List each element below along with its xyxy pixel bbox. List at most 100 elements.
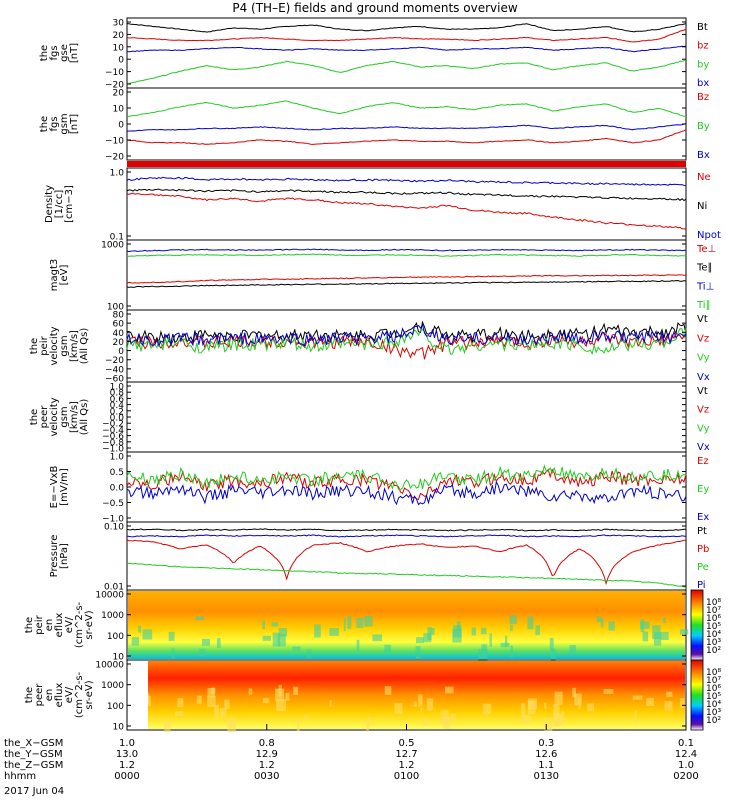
legend-label-By: By [697,121,710,132]
y-axis-label-line: eflux [54,613,65,638]
y-axis-label-line: fgs [49,45,60,60]
x-tick-label: 0130 [534,771,559,782]
x-tick-label: 12.4 [675,749,697,760]
legend-label-Ey: Ey [697,484,709,495]
y-axis-label-line: the [29,409,40,425]
y-tick-label: 0.4 [110,401,125,411]
x-tick-label: 13.0 [116,749,138,760]
y-tick-label: −0.8 [102,438,124,448]
legend-label-Vx: Vx [697,442,710,453]
x-tick-label: 0.5 [399,738,415,749]
y-tick-label: −40 [105,365,124,375]
panel-frame-peir_vel [126,309,687,383]
spectrogram-texture [632,695,643,700]
y-axis-label-line: velocity [49,326,60,365]
x-tick-label: 1.2 [119,760,135,771]
spectrogram-texture [587,703,595,712]
legend-label-Vz: Vz [697,405,709,416]
spectrogram-texture [520,703,526,717]
y-axis-label-line: peer [39,405,50,429]
x-row-label: the_Z−GSM [4,760,63,771]
y-tick-label: −20 [105,356,124,366]
spectrogram-texture [248,688,253,695]
spectrogram-texture [664,701,673,711]
colorbar-tick-label: 10² [706,646,721,656]
spectrogram-texture [356,639,360,651]
spectrogram-texture [440,710,449,724]
y-axis-label-line: sr-eV) [84,680,95,709]
data-gap [128,661,148,729]
spectrogram-texture [296,719,300,732]
spectrogram-texture [195,616,204,621]
spectrogram-texture [303,715,308,721]
x-tick-label: 1.0 [119,738,135,749]
series-line-pressure-Pb [126,539,687,586]
y-axis-label-peer_vel: the peer velocity gsm [km/s] (All Qs) [29,397,90,436]
y-tick-label: −20 [105,81,124,91]
y-axis-label-line: the [24,687,35,703]
panel-frame-peer_vel [126,381,687,453]
y-tick-label: 10 [113,43,125,53]
y-tick-label: −60 [105,375,124,385]
spectrogram-texture [679,629,689,635]
spectrogram-texture [278,628,288,637]
spectrogram-texture [175,711,184,717]
series-line-density-Ni [126,188,687,202]
colorbar-tick-label: 10⁸ [706,668,721,678]
spectrogram-texture [544,717,553,731]
y-axis-label-line: (All Qs) [79,328,90,365]
series-line-fgs_gsm-By [126,100,687,118]
legend-label-Bz: Bz [697,92,709,103]
colorbar-tick-label: 10² [706,716,721,726]
y-tick-label: −0.6 [102,432,124,442]
spectrogram-texture [164,718,171,733]
spectrogram-texture [384,686,392,696]
spectrogram-texture [138,625,142,633]
x-tick-label: 12.7 [395,749,417,760]
spectrogram-texture [306,649,312,659]
x-tick-label: 0.3 [538,738,554,749]
spectrogram-texture [364,615,373,627]
legend-label-bz: bz [697,41,709,52]
y-axis-label-line: the [39,116,50,132]
y-tick-label: −0.4 [102,426,124,436]
panel-frame-pressure [126,521,687,591]
spectrogram-texture [430,627,435,635]
y-axis-label-line: [1/cc] [54,190,65,219]
y-axis-label-efield: E=−VxB [mV/m] [49,466,70,509]
spectrogram-texture [634,710,637,724]
spectrogram-texture [572,687,576,698]
legend-label-Vt: Vt [697,386,708,397]
series-line-fgs_gse-by [126,59,687,85]
y-axis-label-magt3: magt3 [eV] [49,259,70,292]
spectrogram-texture [471,627,477,636]
y-axis-label-line: eV/ [64,686,75,703]
spectrogram-texture [452,628,462,643]
y-axis-label-line: en [44,619,55,632]
spectrogram-texture [285,693,290,701]
spectrogram-texture [510,645,513,658]
legend-label-Vt: Vt [697,314,708,325]
spectrogram-texture [293,686,299,695]
y-axis-label-line: eflux [54,683,65,708]
y-tick-label: 60 [113,320,125,330]
legend-label-Vx: Vx [697,372,710,383]
legend-label-Ne: Ne [697,172,711,183]
spectrogram-texture [384,644,392,653]
x-tick-label: 12.9 [256,749,278,760]
y-axis-label-line: gsm [59,335,70,356]
y-axis-label-density: Density [1/cc] [cm−3] [44,185,75,223]
spectrogram-texture [207,687,216,698]
x-tick-label: 0.8 [259,738,275,749]
y-axis-label-line: [eV] [59,265,70,286]
y-axis-label-line: gsm [59,406,70,427]
series-line-peir_vel-Vy [126,328,687,355]
panel-frame-efield [126,451,687,523]
spectrogram-texture [504,635,508,647]
legend-label-bx: bx [697,78,709,89]
spectrogram-texture [423,718,429,726]
spectrogram-texture [199,648,206,657]
spectrogram-texture [394,702,403,714]
spectrogram-texture [168,631,175,641]
spectrogram-texture [131,637,140,646]
